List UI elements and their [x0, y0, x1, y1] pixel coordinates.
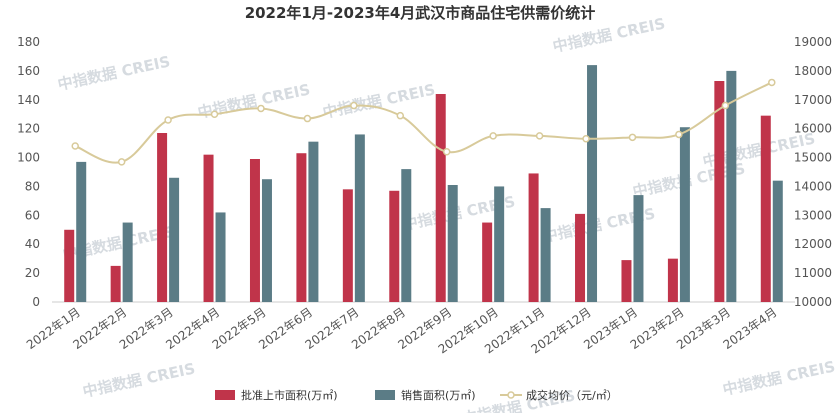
- right-axis-tick-label: 16000: [794, 122, 832, 136]
- watermark-text: 中指数据 CREIS: [721, 357, 837, 398]
- price-point: [489, 132, 497, 140]
- bar: [726, 70, 737, 302]
- bar: [308, 141, 319, 302]
- price-line: [71, 78, 776, 166]
- legend-label: 成交均价（元/㎡）: [526, 388, 618, 402]
- legend-label: 批准上市面积(万㎡): [241, 388, 338, 402]
- right-axis-tick-label: 14000: [794, 179, 832, 193]
- bar: [157, 133, 168, 302]
- left-axis-tick-label: 100: [17, 151, 40, 165]
- price-point: [675, 130, 683, 139]
- bar: [215, 212, 226, 302]
- bar: [772, 180, 783, 302]
- legend: 批准上市面积(万㎡) 销售面积(万㎡) 成交均价（元/㎡）: [215, 388, 618, 402]
- legend-label: 销售面积(万㎡): [401, 388, 476, 402]
- price-line-path: [74, 81, 773, 164]
- price-point: [396, 111, 405, 120]
- left-axis-tick-label: 180: [17, 35, 40, 49]
- x-axis-ticks: 2022年1月2022年2月2022年3月2022年4月2022年5月2022年…: [24, 305, 780, 357]
- legend-swatch: [215, 390, 235, 400]
- price-point: [442, 148, 451, 156]
- bar: [169, 177, 180, 302]
- bar: [482, 222, 493, 302]
- bar: [621, 260, 632, 302]
- bar: [714, 81, 725, 302]
- bar: [389, 190, 400, 302]
- bar: [528, 173, 539, 302]
- price-point: [117, 158, 126, 166]
- bar: [64, 229, 75, 302]
- price-point: [257, 104, 265, 113]
- price-point: [768, 78, 776, 87]
- chart-title: 2022年1月-2023年4月武汉市商品住宅供需价统计: [245, 4, 596, 22]
- bar: [435, 94, 446, 302]
- bar: [587, 65, 598, 302]
- price-point: [628, 133, 637, 142]
- bar: [760, 115, 771, 303]
- price-point: [71, 142, 79, 150]
- bar: [110, 265, 121, 302]
- bar: [401, 169, 412, 302]
- watermark-text: 中指数据 CREIS: [321, 80, 437, 121]
- watermark-text: 中指数据 CREIS: [81, 359, 197, 400]
- left-axis-tick-label: 0: [32, 295, 40, 309]
- price-point: [582, 135, 590, 143]
- bar: [540, 208, 551, 302]
- right-axis-tick-label: 17000: [794, 93, 832, 107]
- bar: [122, 222, 133, 302]
- price-point: [303, 114, 312, 123]
- bar: [667, 258, 678, 302]
- bar: [447, 185, 458, 302]
- right-axis-tick-label: 11000: [794, 266, 832, 280]
- watermark-text: 中指数据 CREIS: [56, 52, 172, 93]
- left-axis-tick-label: 60: [25, 208, 40, 222]
- left-axis-tick-label: 160: [17, 64, 40, 78]
- bar: [249, 159, 260, 302]
- left-axis-tick-label: 140: [17, 93, 40, 107]
- left-axis: 0 20 40 60 80 100 120 140 160 180: [17, 35, 40, 309]
- bar: [296, 153, 307, 302]
- left-axis-tick-label: 20: [25, 266, 40, 280]
- left-axis-tick-label: 80: [25, 179, 40, 193]
- right-axis-tick-label: 10000: [794, 295, 832, 309]
- bar: [203, 154, 214, 302]
- price-point: [164, 116, 172, 124]
- bar: [575, 213, 586, 302]
- right-axis-tick-label: 15000: [794, 151, 832, 165]
- legend-swatch: [375, 390, 395, 400]
- bar: [354, 134, 365, 302]
- right-axis-tick-label: 18000: [794, 64, 832, 78]
- right-axis: 10000 11000 12000 13000 14000 15000 16000 17000…: [794, 35, 832, 309]
- price-point: [350, 101, 358, 110]
- left-axis-tick-label: 120: [17, 122, 40, 136]
- right-axis-tick-label: 12000: [794, 237, 832, 251]
- bars: [64, 65, 783, 303]
- left-axis-tick-label: 40: [25, 237, 40, 251]
- bar: [76, 161, 87, 302]
- bar: [633, 195, 644, 302]
- price-point: [721, 101, 730, 110]
- bar: [494, 186, 505, 302]
- bar: [679, 127, 690, 302]
- bar: [342, 189, 353, 302]
- right-axis-tick-label: 19000: [794, 35, 832, 49]
- price-point: [535, 132, 544, 140]
- bar: [261, 179, 272, 302]
- legend-marker: [507, 391, 515, 399]
- price-point: [210, 110, 219, 118]
- right-axis-tick-label: 13000: [794, 208, 832, 222]
